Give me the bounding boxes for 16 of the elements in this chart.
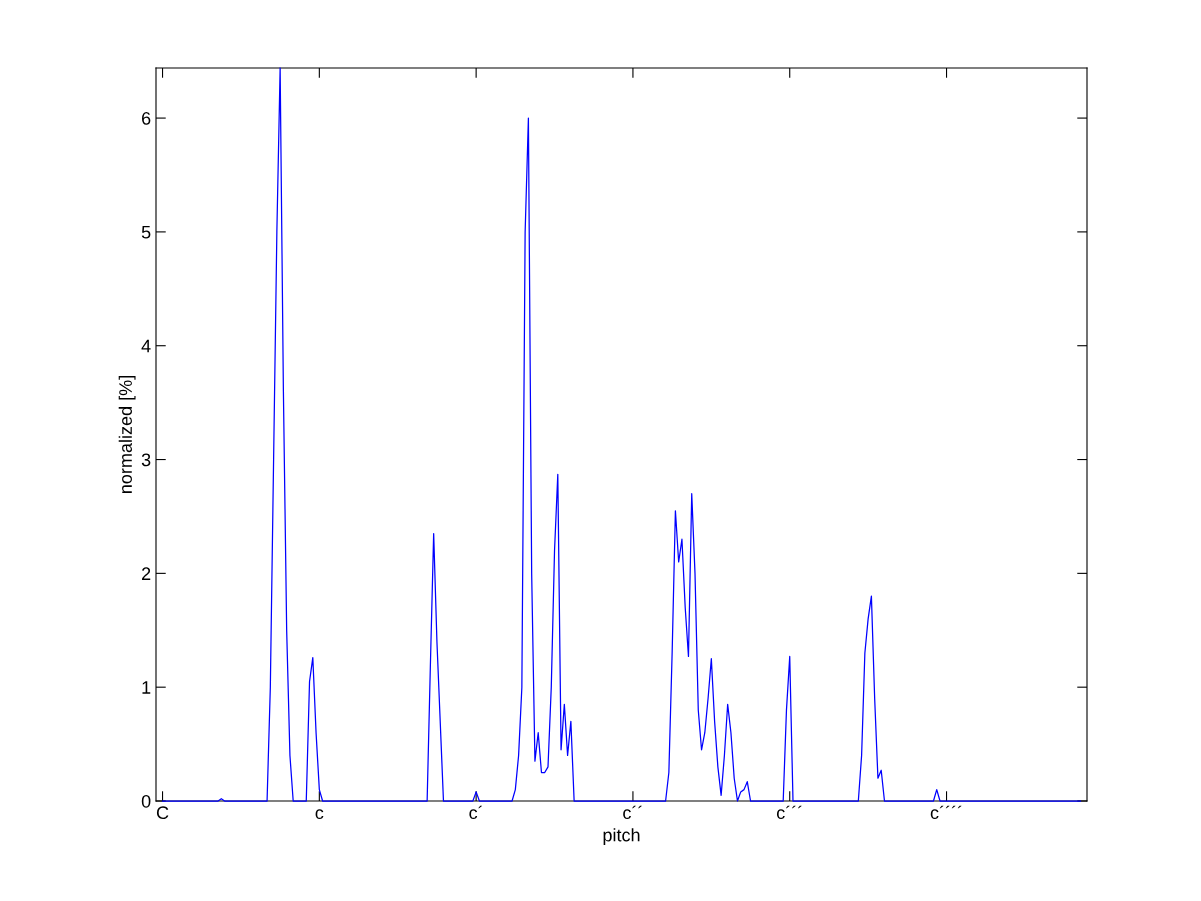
x-tick-label: c´´´ [776,805,802,820]
x-tick-label: c´´ [623,805,642,820]
x-tick-label: c [315,809,324,820]
y-tick-label: 3 [141,453,151,467]
y-tick-label: 4 [141,339,151,353]
x-axis-title: pitch [603,828,640,846]
y-tick-label: 5 [141,226,151,239]
y-axis-title: normalized [%] [118,376,136,494]
y-tick-label: 0 [141,794,151,808]
line-series [161,67,1082,802]
y-tick-label: 6 [142,112,151,125]
x-tick-label: C [156,806,169,820]
x-tick-label: c´ [469,805,483,820]
y-tick-label: 1 [142,681,151,694]
y-tick-label: 2 [142,567,151,580]
x-tick-label: c´´´´ [930,805,962,820]
